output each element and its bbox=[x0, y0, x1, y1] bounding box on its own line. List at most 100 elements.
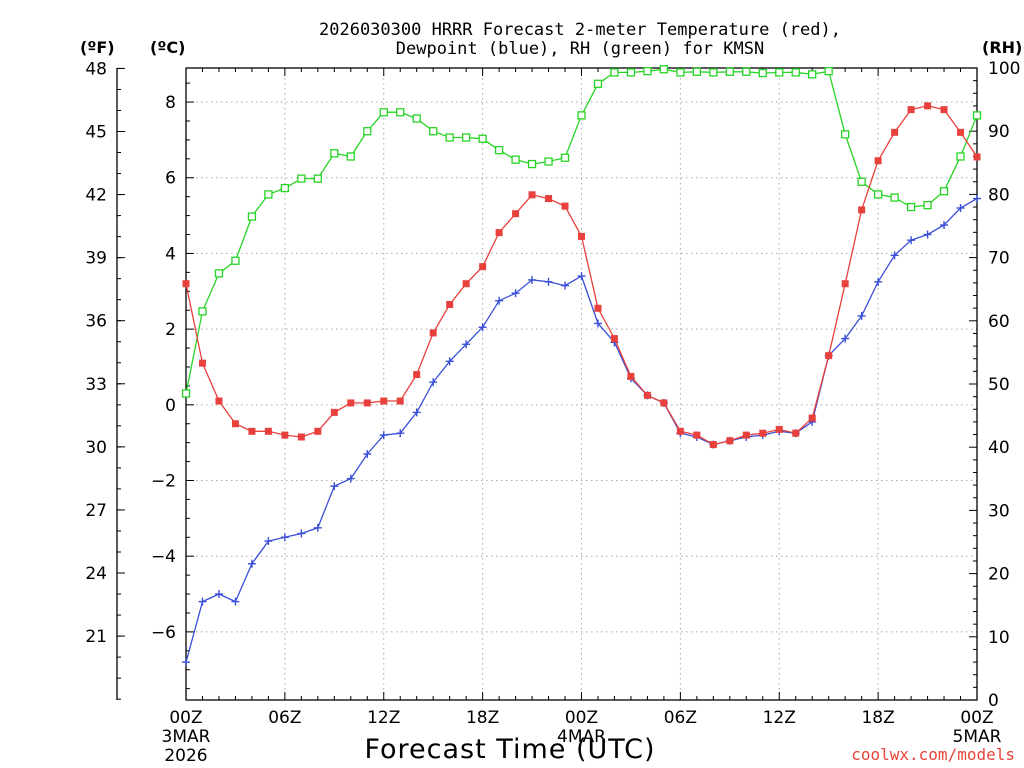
data-point bbox=[890, 251, 899, 260]
data-point bbox=[214, 590, 223, 599]
data-point bbox=[280, 183, 290, 193]
x-tick-label: 18Z bbox=[861, 708, 894, 728]
data-point bbox=[494, 146, 504, 155]
data-point bbox=[495, 296, 504, 305]
data-point bbox=[775, 425, 783, 433]
data-point bbox=[578, 232, 585, 240]
fahrenheit-tick-label: 48 bbox=[85, 59, 107, 79]
data-point bbox=[610, 335, 618, 343]
data-point bbox=[874, 277, 883, 286]
data-point bbox=[181, 389, 191, 398]
data-point bbox=[495, 229, 503, 237]
data-point bbox=[561, 202, 569, 210]
fahrenheit-tick-label: 24 bbox=[85, 564, 107, 584]
fahrenheit-tick-label: 42 bbox=[85, 186, 107, 206]
data-point bbox=[610, 68, 619, 77]
series-temperature bbox=[182, 102, 981, 449]
data-point bbox=[857, 177, 866, 186]
data-point bbox=[214, 269, 224, 278]
data-point bbox=[446, 301, 454, 309]
data-point bbox=[972, 111, 982, 120]
data-point bbox=[379, 108, 388, 117]
data-point bbox=[973, 194, 981, 203]
data-point bbox=[231, 256, 240, 265]
data-point bbox=[593, 79, 603, 88]
data-point bbox=[247, 212, 257, 221]
data-point bbox=[182, 658, 190, 667]
data-point bbox=[775, 68, 784, 77]
celsius-tick-label: −2 bbox=[151, 472, 176, 492]
data-point bbox=[528, 275, 537, 284]
data-point bbox=[396, 108, 405, 117]
x-tick-date-label: 5MAR bbox=[953, 727, 1002, 747]
data-point bbox=[297, 529, 306, 538]
data-point bbox=[643, 67, 652, 76]
data-point bbox=[577, 272, 586, 281]
data-point bbox=[330, 149, 339, 158]
data-point bbox=[791, 68, 800, 77]
fahrenheit-tick-label: 45 bbox=[85, 122, 107, 142]
data-point bbox=[726, 437, 734, 445]
data-point bbox=[363, 127, 372, 136]
data-point bbox=[907, 106, 915, 114]
rh-tick-label: 0 bbox=[988, 691, 999, 711]
data-point bbox=[626, 68, 636, 77]
fahrenheit-tick-label: 27 bbox=[85, 501, 107, 521]
data-point bbox=[363, 450, 372, 459]
rh-tick-label: 90 bbox=[988, 122, 1010, 142]
data-point bbox=[660, 399, 668, 407]
rh-tick-label: 50 bbox=[988, 375, 1010, 395]
data-point bbox=[330, 408, 338, 416]
chart-title-line-1: 2026030300 HRRR Forecast 2-meter Tempera… bbox=[319, 20, 841, 40]
data-point bbox=[198, 359, 206, 367]
rh-tick-label: 80 bbox=[988, 185, 1010, 205]
fahrenheit-axis-label: (ºF) bbox=[80, 38, 115, 57]
data-point bbox=[873, 190, 883, 199]
data-point bbox=[527, 159, 537, 169]
x-tick-label: 00Z bbox=[565, 708, 598, 728]
data-point bbox=[808, 70, 817, 79]
data-point bbox=[841, 280, 849, 288]
data-point bbox=[659, 65, 669, 74]
x-tick-label: 06Z bbox=[268, 708, 301, 728]
data-point bbox=[758, 68, 767, 78]
data-point bbox=[412, 408, 421, 417]
x-tick-label: 06Z bbox=[664, 708, 697, 728]
data-point bbox=[759, 429, 767, 437]
data-point bbox=[890, 193, 899, 202]
grid-lines bbox=[186, 68, 977, 700]
series-rh bbox=[181, 65, 982, 398]
series-dewpoint bbox=[182, 194, 981, 667]
data-point bbox=[363, 399, 371, 407]
data-point bbox=[462, 280, 470, 288]
data-point bbox=[512, 210, 520, 218]
celsius-tick-label: 4 bbox=[165, 244, 176, 264]
rh-axis-label: (RH) bbox=[982, 38, 1022, 57]
data-point bbox=[676, 427, 684, 435]
data-point bbox=[347, 399, 355, 407]
rh-tick-label: 70 bbox=[988, 249, 1010, 269]
data-point bbox=[544, 277, 553, 286]
data-point bbox=[380, 397, 388, 405]
data-point bbox=[939, 187, 949, 196]
credit-link[interactable]: coolwx.com/models bbox=[851, 745, 1015, 764]
data-point bbox=[297, 433, 305, 441]
fahrenheit-tick-label: 33 bbox=[85, 375, 107, 395]
data-point bbox=[198, 307, 207, 316]
axes bbox=[116, 67, 978, 701]
data-point bbox=[627, 372, 635, 380]
data-point bbox=[841, 334, 850, 343]
data-point bbox=[923, 230, 932, 239]
data-point bbox=[742, 67, 751, 76]
data-point bbox=[330, 482, 339, 491]
series bbox=[181, 65, 982, 667]
data-point bbox=[973, 153, 981, 161]
data-point bbox=[413, 371, 421, 379]
data-point bbox=[511, 155, 520, 164]
data-point bbox=[824, 67, 833, 76]
data-point bbox=[429, 127, 438, 136]
data-point bbox=[445, 133, 454, 142]
data-point bbox=[461, 133, 471, 142]
x-tick-label: 18Z bbox=[466, 708, 499, 728]
